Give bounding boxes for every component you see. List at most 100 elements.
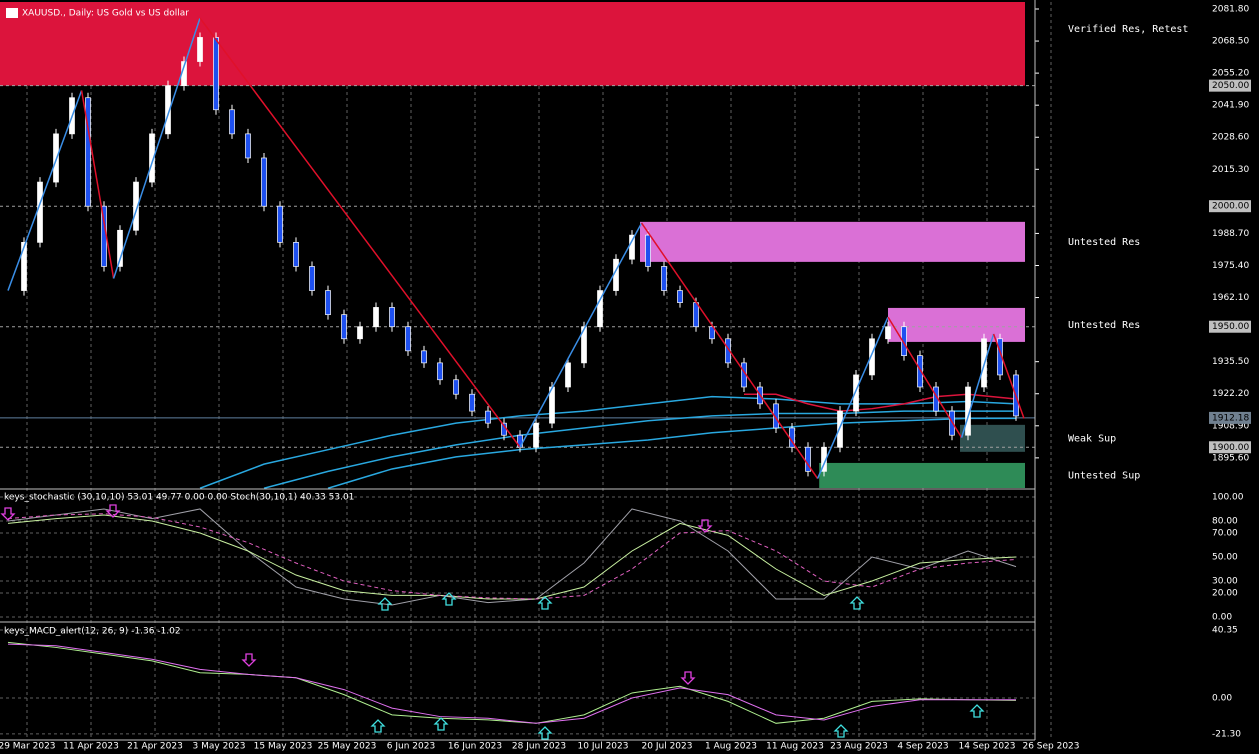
y-tick-label: 1935.50: [1212, 357, 1249, 367]
date-label: 26 Sep 2023: [1022, 742, 1079, 752]
signal-arrow: [537, 596, 553, 610]
date-label: 16 Jun 2023: [448, 742, 502, 752]
y-tick-label: 100.00: [1212, 492, 1244, 502]
y-tick-label: 40.35: [1212, 625, 1238, 635]
y-tick-label: 50.00: [1212, 553, 1238, 563]
date-label: 1 Aug 2023: [705, 742, 757, 752]
candle: [597, 290, 603, 328]
zone: [888, 307, 1025, 342]
candle: [373, 307, 379, 328]
level-box: [1209, 441, 1251, 454]
symbol-icon: [6, 8, 18, 18]
zone: [640, 221, 1025, 262]
candle: [357, 326, 363, 340]
zigzag: [7, 90, 83, 291]
y-tick-label: 0.00: [1212, 613, 1232, 623]
y-tick-label: 1908.90: [1212, 421, 1249, 431]
level-label: 2000.00: [1212, 202, 1249, 212]
y-tick-label: 2068.50: [1212, 37, 1249, 47]
date-label: 25 May 2023: [318, 742, 377, 752]
zone-label: Weak Sup: [1068, 433, 1116, 444]
level-box: [1209, 200, 1251, 213]
zone-label: Verified Res, Retest: [1068, 24, 1188, 35]
candle: [37, 181, 43, 243]
indicator-line: [7, 508, 1017, 606]
candle: [293, 241, 299, 267]
candle: [469, 393, 475, 412]
moving-average: [327, 417, 1016, 489]
candle: [197, 37, 203, 62]
zigzag: [640, 222, 819, 480]
signal-arrow: [105, 504, 121, 518]
zone-label: Untested Sup: [1068, 470, 1140, 481]
candle: [85, 97, 91, 207]
y-tick-label: 0.00: [1212, 694, 1232, 704]
zigzag: [112, 17, 201, 279]
moving-average: [744, 393, 1017, 412]
y-tick-label: 1988.70: [1212, 229, 1249, 239]
panel-title: keys_MACD_alert(12, 26, 9) -1.36 -1.02: [4, 627, 181, 637]
signal-arrow: [833, 724, 849, 738]
signal-arrow: [537, 726, 553, 740]
zigzag: [992, 333, 1025, 419]
candle: [901, 326, 907, 357]
candle: [165, 85, 171, 135]
moving-average: [199, 395, 1017, 489]
candle: [533, 422, 539, 448]
zigzag: [960, 333, 995, 438]
panel-title: keys_stochastic (30,10,10) 53.01 49.77 0…: [4, 493, 354, 503]
y-tick-label: 1895.60: [1212, 453, 1249, 463]
moving-average: [263, 410, 1016, 489]
date-label: 15 May 2023: [254, 742, 313, 752]
candle: [389, 307, 395, 328]
signal-arrow: [697, 519, 713, 533]
candle: [869, 338, 875, 376]
zone: [819, 462, 1025, 488]
zigzag: [887, 316, 963, 439]
level-label: 1900.00: [1212, 443, 1249, 453]
candle: [773, 403, 779, 429]
y-tick-label: 80.00: [1212, 516, 1238, 526]
level-box: [1209, 320, 1251, 333]
zigzag: [519, 222, 643, 448]
signal-arrow: [969, 704, 985, 718]
signal-arrow: [0, 507, 16, 521]
candle: [485, 410, 491, 424]
date-label: 29 Mar 2023: [0, 742, 56, 752]
date-label: 11 Apr 2023: [63, 742, 119, 752]
level-label: 2050.00: [1212, 81, 1249, 91]
candle: [677, 290, 683, 303]
indicator-line: [7, 513, 1017, 600]
candle: [453, 379, 459, 395]
y-tick-label: 2028.60: [1212, 133, 1249, 143]
candle: [117, 229, 123, 267]
candle: [325, 290, 331, 316]
signal-arrow: [433, 717, 449, 731]
zigzag: [816, 316, 889, 479]
y-tick-label: 2081.80: [1212, 4, 1249, 14]
level-label: 1950.00: [1212, 322, 1249, 332]
zigzag: [80, 90, 115, 279]
indicator-line: [7, 641, 1017, 724]
level-label: 1912.18: [1212, 413, 1249, 423]
zone-label: Untested Res: [1068, 320, 1140, 331]
signal-arrow: [680, 671, 696, 685]
candle: [709, 326, 715, 340]
window-title: XAUUSD., Daily: US Gold vs US dollar: [22, 9, 189, 19]
candle: [213, 37, 219, 111]
candle: [133, 181, 139, 231]
date-label: 14 Sep 2023: [958, 742, 1015, 752]
signal-arrow: [377, 597, 393, 611]
y-tick-label: 2015.30: [1212, 165, 1249, 175]
signal-arrow: [370, 719, 386, 733]
y-tick-label: 20.00: [1212, 589, 1238, 599]
date-label: 23 Aug 2023: [830, 742, 888, 752]
candle: [565, 362, 571, 388]
candle: [277, 205, 283, 243]
signal-arrow: [849, 596, 865, 610]
indicator-line: [7, 514, 1017, 600]
y-tick-label: 1975.40: [1212, 261, 1249, 271]
